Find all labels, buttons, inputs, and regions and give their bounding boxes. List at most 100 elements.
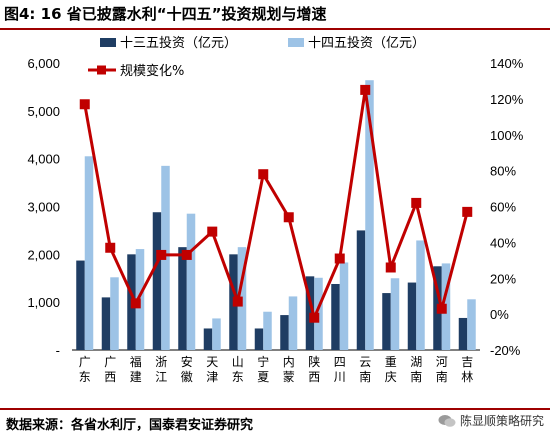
- x-tick-label-char-15: 林: [461, 370, 473, 384]
- bar-series2-5: [212, 318, 221, 350]
- x-tick-label-char-2: 福: [130, 354, 142, 369]
- bar-series1-8: [280, 315, 289, 350]
- y-right-tick-label: 60%: [490, 200, 516, 215]
- line-marker-series3-1: [105, 242, 116, 253]
- x-tick-label-char-8: 蒙: [283, 370, 295, 384]
- bar-series2-11: [365, 80, 374, 350]
- line-marker-series3-0: [79, 99, 90, 110]
- x-tick-label-char-8: 内: [283, 355, 295, 369]
- figure-title: 图4: 16 省已披露水利“十四五”投资规划与增速: [4, 5, 327, 23]
- x-tick-label-char-4: 徽: [181, 369, 193, 384]
- bar-series2-12: [390, 278, 400, 350]
- y-right-tick-label: 80%: [490, 164, 516, 179]
- x-tick-label-char-3: 浙: [155, 355, 167, 369]
- line-marker-series3-15: [462, 206, 473, 217]
- watermark-text: 陈显顺策略研究: [459, 414, 544, 428]
- line-marker-series3-10: [334, 253, 345, 264]
- bar-series2-4: [186, 213, 196, 350]
- line-marker-series3-11: [360, 84, 371, 95]
- x-tick-label-char-3: 江: [155, 370, 167, 384]
- bar-series1-7: [254, 328, 264, 350]
- line-marker-series3-4: [181, 249, 192, 260]
- x-tick-label-char-6: 东: [232, 370, 244, 384]
- y-right-tick-label: -20%: [490, 343, 521, 358]
- watermark: 陈显顺策略研究: [438, 412, 544, 429]
- y-right-tick-label: 120%: [490, 92, 524, 107]
- x-tick-label-char-6: 山: [232, 355, 244, 369]
- y-left-tick-label: 4,000: [27, 152, 60, 167]
- line-marker-series3-14: [436, 303, 447, 314]
- bar-series1-3: [152, 212, 162, 350]
- legend-label-series3: 规模变化%: [120, 63, 184, 79]
- bar-series2-15: [467, 299, 476, 350]
- bar-series2-13: [416, 240, 425, 350]
- title-rule: [0, 28, 550, 30]
- x-tick-label-char-10: 川: [334, 370, 346, 384]
- x-tick-label-char-13: 南: [410, 369, 422, 384]
- bar-series1-10: [331, 283, 340, 350]
- x-tick-label-char-1: 西: [104, 370, 116, 384]
- x-tick-label-char-12: 庆: [385, 370, 397, 384]
- x-tick-label-char-10: 四: [334, 355, 346, 369]
- line-marker-series3-8: [283, 212, 294, 223]
- x-tick-label-char-9: 西: [308, 370, 320, 384]
- bar-series1-11: [356, 230, 366, 350]
- y-left-tick-label: 3,000: [27, 200, 60, 215]
- legend: 十三五投资（亿元） 十四五投资（亿元） 规模变化%: [88, 35, 425, 79]
- y-right-tick-label: 20%: [490, 271, 516, 286]
- x-tick-label-char-7: 夏: [257, 370, 269, 384]
- y-right-tick-label: 100%: [490, 128, 524, 143]
- line-marker-series3-7: [258, 169, 269, 180]
- legend-label-series1: 十三五投资（亿元）: [120, 35, 237, 51]
- x-tick-label-char-7: 宁: [257, 354, 269, 369]
- bar-series1-4: [178, 247, 187, 350]
- bar-series2-10: [339, 262, 349, 350]
- bar-series2-7: [263, 311, 272, 350]
- x-tick-label-char-14: 河: [436, 355, 448, 369]
- source-rule: [0, 408, 550, 410]
- line-series3: [83, 88, 469, 320]
- y-left-tick-label: 6,000: [27, 56, 60, 71]
- source-note: 数据来源：各省水利厅，国泰君安证券研究: [6, 418, 254, 433]
- x-tick-label-char-14: 南: [436, 369, 448, 384]
- legend-swatch-series2: [288, 38, 304, 47]
- line-marker-series3-5: [207, 226, 218, 237]
- x-tick-label-char-4: 安: [181, 354, 193, 369]
- line-marker-series3-2: [130, 298, 141, 309]
- x-tick-label-char-9: 陕: [308, 354, 320, 369]
- legend-label-series2: 十四五投资（亿元）: [308, 35, 425, 51]
- bar-series1-13: [407, 282, 417, 350]
- line-marker-series3-13: [411, 197, 422, 208]
- line-marker-series3-6: [232, 296, 243, 307]
- x-tick-label-char-5: 津: [206, 370, 218, 384]
- y-right-tick-label: 40%: [490, 235, 516, 250]
- bar-series1-15: [458, 317, 468, 350]
- x-tick-label-char-5: 天: [206, 355, 218, 369]
- y-right-tick-label: 140%: [490, 56, 524, 71]
- bar-series2-8: [288, 296, 298, 350]
- y-left-tick-label: -: [56, 343, 60, 358]
- bar-series1-1: [101, 297, 111, 350]
- x-tick-label-char-13: 湖: [410, 354, 422, 369]
- x-tick-label-char-1: 广: [104, 355, 116, 369]
- line-marker-series3-12: [385, 262, 396, 273]
- bar-series1-0: [76, 260, 85, 350]
- legend-swatch-series1: [100, 38, 116, 47]
- y-left-tick-label: 1,000: [27, 295, 60, 310]
- x-tick-label-char-12: 重: [385, 355, 397, 369]
- bar-series2-0: [84, 156, 94, 350]
- x-tick-label-char-15: 吉: [461, 355, 473, 369]
- y-left-tick-label: 5,000: [27, 104, 60, 119]
- plot-area: - 1,000 2,000 3,000 4,000 5,000 6,000 -20% 0% 20%…: [27, 56, 523, 384]
- bar-series2-1: [110, 277, 119, 350]
- bar-series1-5: [203, 328, 213, 350]
- chart: 十三五投资（亿元） 十四五投资（亿元） 规模变化% - 1,000 2,000 3,0…: [27, 35, 523, 384]
- wechat-icon: [438, 414, 456, 427]
- bar-series1-12: [382, 293, 391, 350]
- x-tick-label-char-11: 云: [359, 355, 371, 369]
- y-right-tick-label: 0%: [490, 307, 509, 322]
- x-tick-label-char-11: 南: [359, 369, 371, 384]
- legend-marker-series3: [97, 65, 106, 75]
- y-left-tick-label: 2,000: [27, 247, 60, 262]
- x-tick-label-char-2: 建: [130, 370, 142, 384]
